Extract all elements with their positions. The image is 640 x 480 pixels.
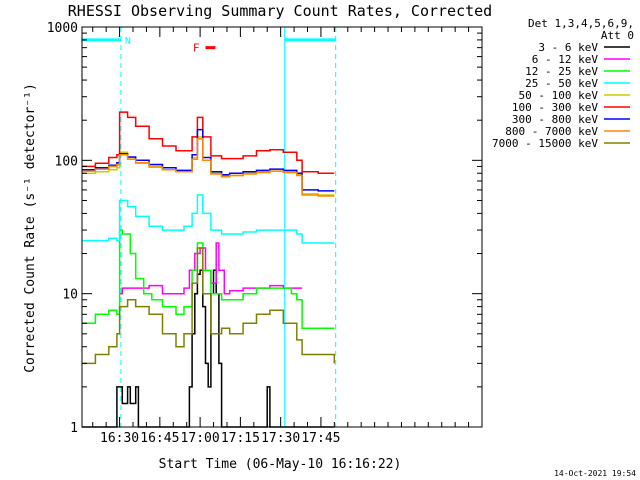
axes: 16:30 16:45 17:00 17:15 17:30 17:45 1 10 100 1000 [47,21,483,446]
y-tick-label: 1000 [47,21,78,36]
legend-entry-label: 25 - 50 keV [525,77,598,90]
y-axis-label: Corrected Count Rate (s⁻¹ detector⁻¹) [23,83,38,373]
x-tick-label: 17:15 [221,431,260,446]
series-line-5 [82,111,335,175]
legend-entry-label: 100 - 300 keV [512,101,598,114]
x-tick-label: 16:45 [140,431,179,446]
x-tick-label: 17:30 [261,431,300,446]
series-line-0 [82,269,335,428]
x-axis-label: Start Time (06-May-10 16:16:22) [159,457,402,472]
legend-entry-label: 6 - 12 keV [532,53,599,66]
series-line-8 [82,247,336,365]
legend-entry-label: 7000 - 15000 keV [492,137,598,150]
legend-header-2: Att 0 [601,29,634,42]
flare-flag-label: F [193,42,200,55]
x-tick-label: 17:00 [181,431,220,446]
legend-entry-label: 800 - 7000 keV [505,125,598,138]
plot-frame [81,26,483,428]
series-line-7 [82,138,335,197]
night-flag-label: N [125,36,131,47]
x-tick-label: 17:45 [301,431,340,446]
series-layer [82,111,336,428]
legend-entry-label: 3 - 6 keV [538,41,598,54]
y-tick-label: 1 [70,421,78,436]
y-tick-label: 10 [62,288,78,303]
x-tick-label: 16:30 [100,431,139,446]
legend-entry-label: 50 - 100 keV [519,89,599,102]
series-line-3 [82,194,335,244]
legend-header-1: Det 1,3,4,5,6,9, [528,17,634,30]
legend-entry-label: 300 - 800 keV [512,113,598,126]
y-tick-label: 100 [55,154,78,169]
footer-timestamp: 14-Oct-2021 19:54 [554,469,636,478]
chart-title: RHESSI Observing Summary Count Rates, Co… [68,2,492,20]
legend-entry-label: 12 - 25 keV [525,65,598,78]
